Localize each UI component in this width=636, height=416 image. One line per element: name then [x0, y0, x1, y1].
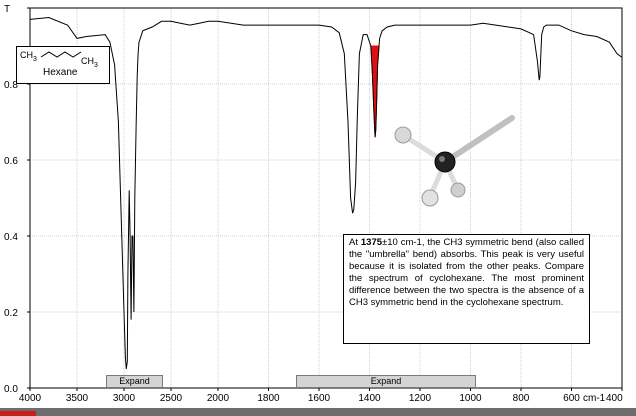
axes [29, 7, 623, 389]
x-tick-label: 400 [606, 393, 623, 404]
x-tick-label: 600 [563, 393, 580, 404]
left-methyl-label: CH3 [20, 50, 37, 63]
y-tick-label: 0.2 [4, 308, 18, 319]
tick-labels: 4000 3500 3000 2500 2000 1800 1600 1400 1200 1000… [4, 4, 623, 404]
plot-frame [29, 7, 623, 389]
methyl-group-model [394, 115, 515, 207]
x-tick-label: 1800 [257, 393, 280, 404]
y-tick-label: 0.6 [4, 156, 18, 167]
x-tick-label: 4000 [19, 393, 42, 404]
x-axis-unit-label: cm-1 [583, 393, 606, 404]
carbon-atom [434, 151, 456, 173]
y-tick-label: 0.0 [4, 384, 18, 395]
hydrogen-atom [394, 126, 412, 144]
right-methyl-label: CH3 [81, 56, 98, 69]
carbon-bond-stick [442, 115, 515, 165]
x-tick-label: 1000 [459, 393, 482, 404]
status-strip [0, 408, 636, 416]
x-tick-label: 2500 [160, 393, 183, 404]
status-strip-accent [0, 411, 36, 416]
spectrum-line-layer [29, 16, 623, 370]
x-tick-label: 1200 [409, 393, 432, 404]
compound-name: Hexane [43, 67, 78, 78]
carbon-atom-highlight [439, 156, 445, 162]
x-tick-label: 3500 [66, 393, 89, 404]
info-wavenumber: 1375 [360, 237, 383, 248]
x-tick-label: 1600 [308, 393, 331, 404]
x-tick-label: 800 [513, 393, 530, 404]
y-axis-label: T [4, 4, 10, 15]
info-lead: At [349, 237, 361, 248]
zigzag-chain [40, 51, 82, 58]
info-panel: At 1375±10 cm-1, the CH3 symmetric bend … [343, 234, 590, 344]
structure-box: CH3 CH3 Hexane [16, 46, 110, 84]
hydrogen-atom [450, 182, 466, 198]
spectrum-line [29, 16, 623, 370]
hydrogen-atom [421, 189, 439, 207]
x-tick-label: 2000 [207, 393, 230, 404]
x-tick-label: 3000 [113, 393, 136, 404]
expand-right-button[interactable]: Expand [296, 375, 476, 388]
expand-left-button[interactable]: Expand [106, 375, 163, 388]
x-tick-label: 1400 [358, 393, 381, 404]
y-tick-label: 0.4 [4, 232, 18, 243]
info-text: ±10 cm-1, the CH3 symmetric bend (also c… [349, 237, 584, 308]
y-tick-label: 0.8 [4, 80, 18, 91]
